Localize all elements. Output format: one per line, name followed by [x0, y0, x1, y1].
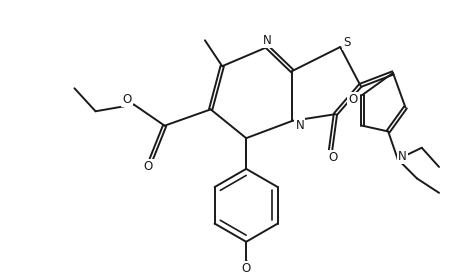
- Text: O: O: [348, 93, 357, 106]
- Text: O: O: [242, 262, 251, 274]
- Text: O: O: [144, 161, 153, 173]
- Text: N: N: [296, 119, 304, 132]
- Text: O: O: [328, 151, 337, 164]
- Text: N: N: [263, 34, 271, 47]
- Text: O: O: [123, 93, 132, 106]
- Text: S: S: [343, 36, 350, 49]
- Text: N: N: [398, 150, 407, 163]
